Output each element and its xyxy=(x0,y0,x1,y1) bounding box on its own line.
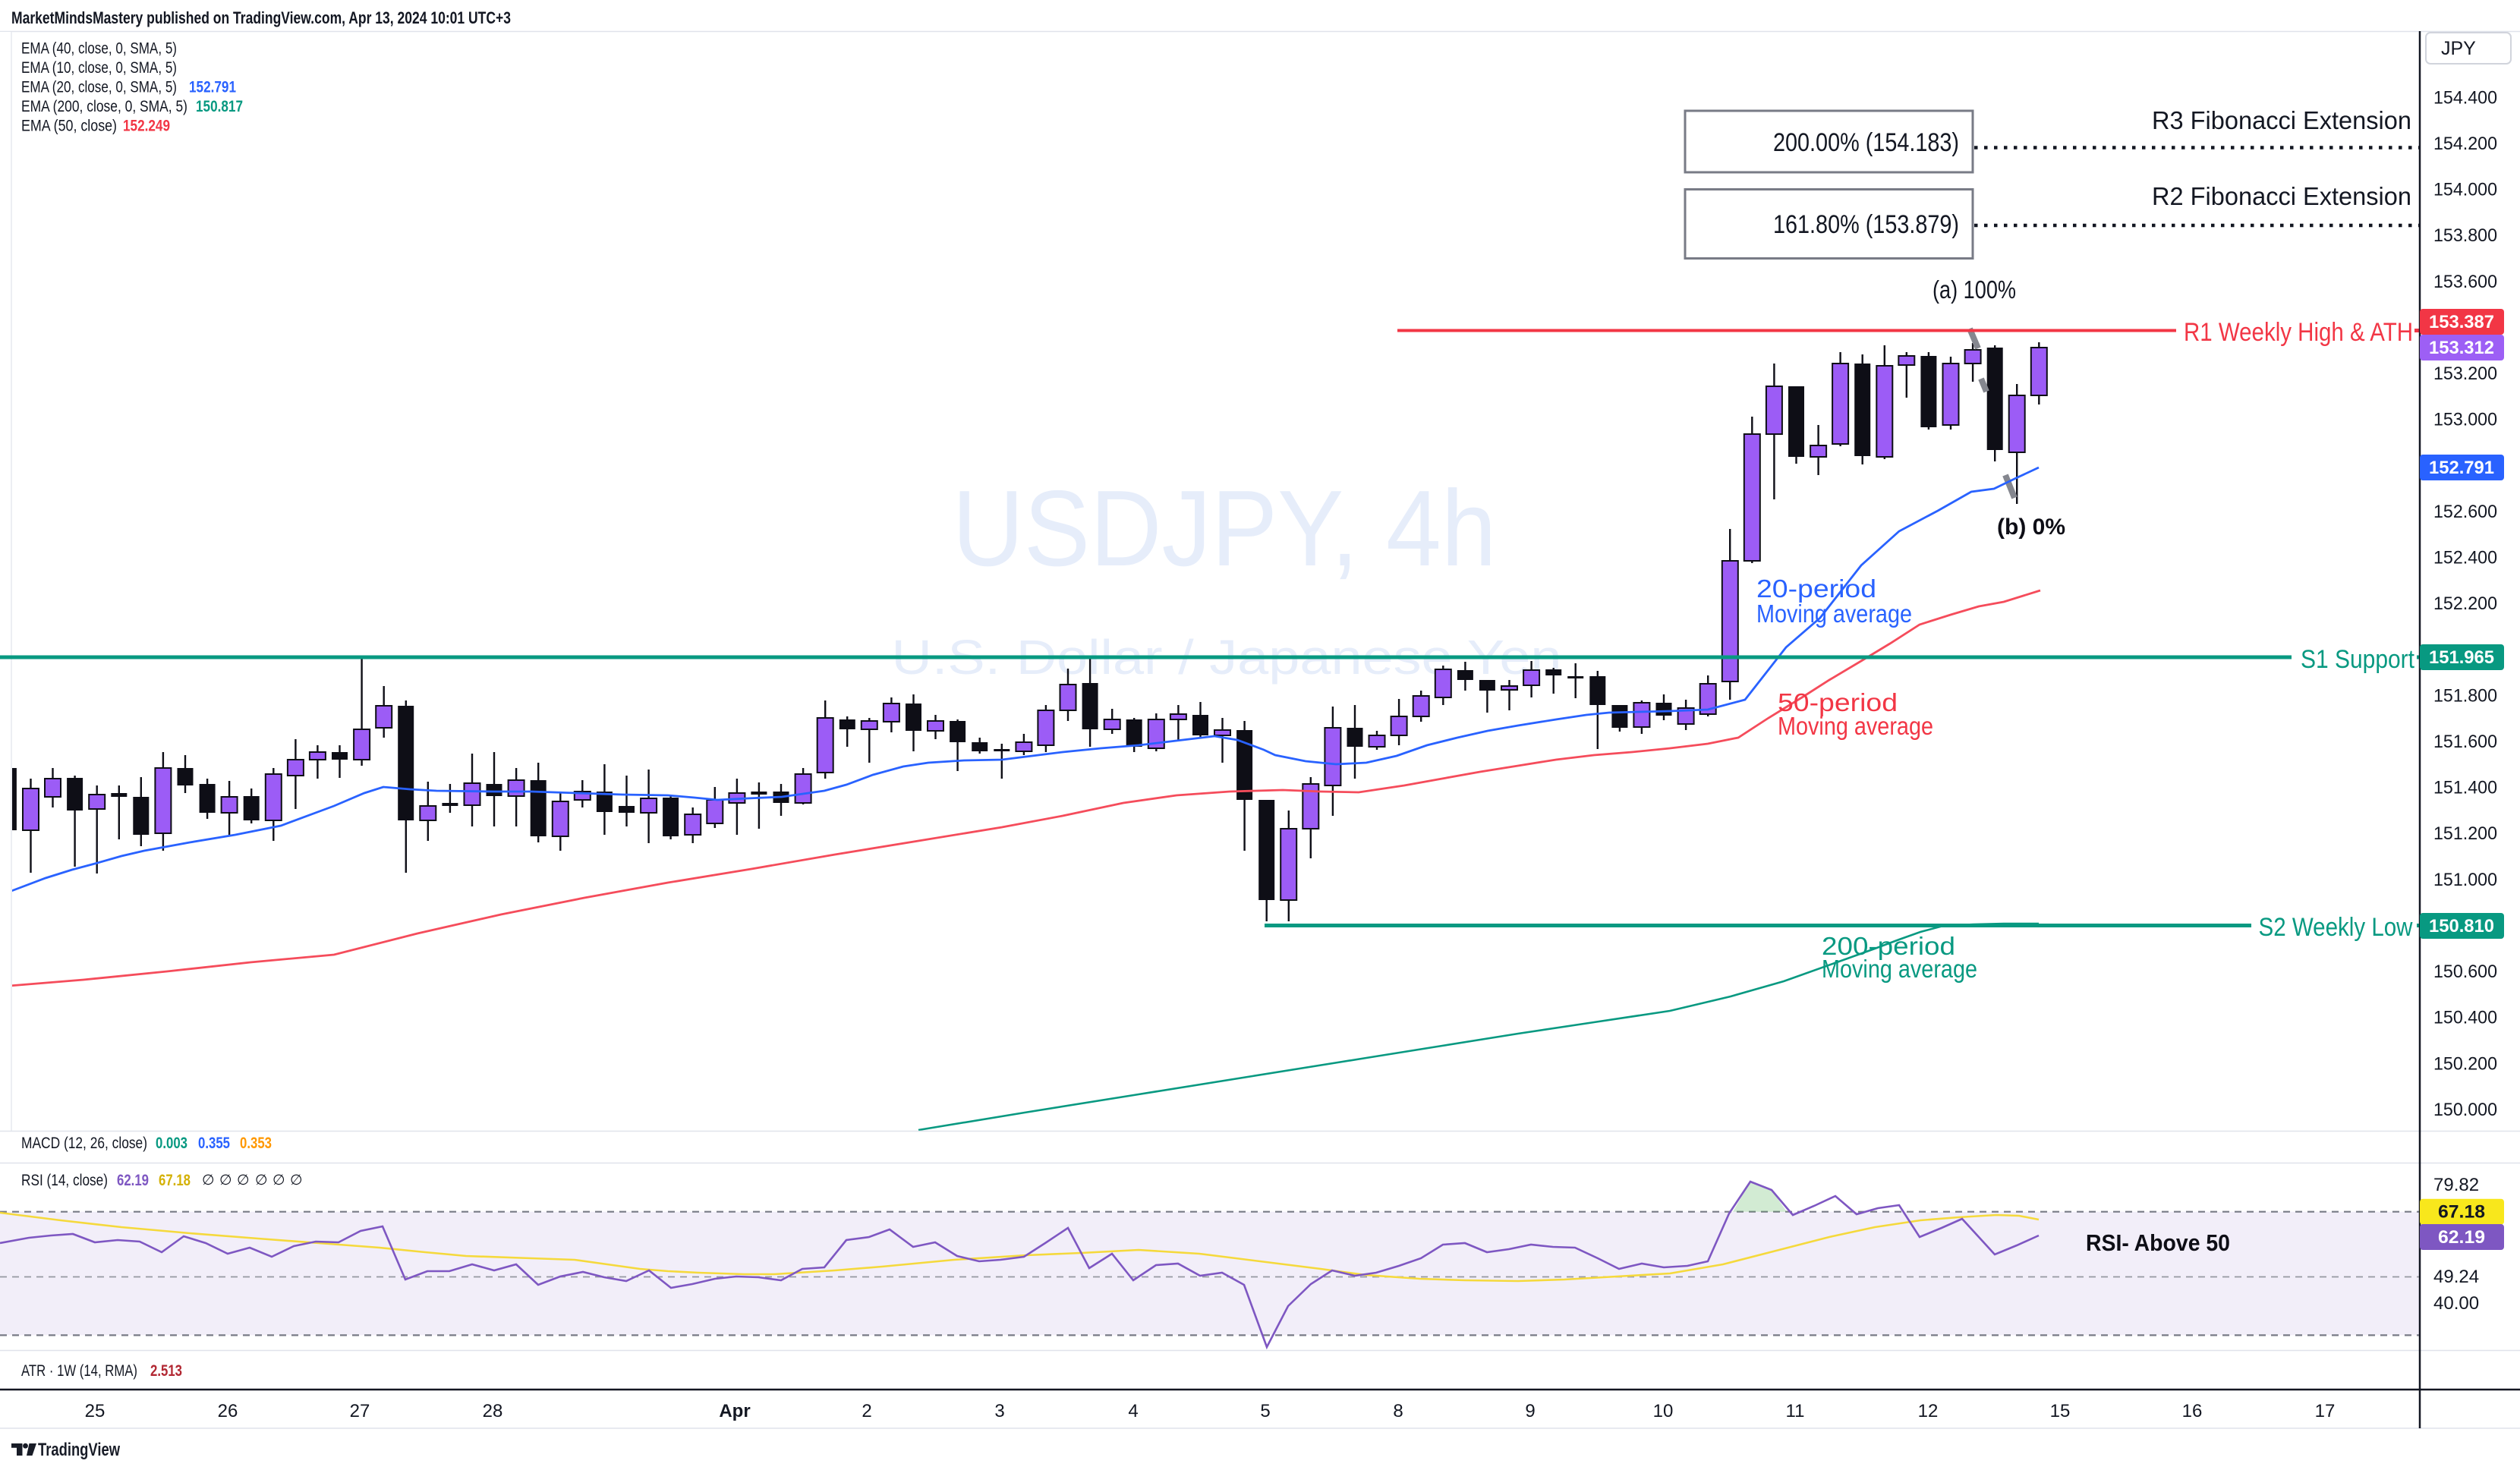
svg-text:S2 Weekly Low: S2 Weekly Low xyxy=(2259,913,2413,942)
svg-text:154.200: 154.200 xyxy=(2433,134,2497,154)
svg-text:(a) 100%: (a) 100% xyxy=(1933,275,2016,304)
svg-text:151.200: 151.200 xyxy=(2433,823,2497,844)
svg-text:3: 3 xyxy=(994,1401,1004,1421)
svg-text:16: 16 xyxy=(2182,1401,2203,1421)
svg-text:R2 Fibonacci Extension: R2 Fibonacci Extension xyxy=(2152,182,2411,210)
svg-text:RSI- Above 50: RSI- Above 50 xyxy=(2086,1229,2230,1256)
svg-text:153.312: 153.312 xyxy=(2429,338,2494,358)
svg-text:62.19: 62.19 xyxy=(117,1172,149,1189)
svg-text:12: 12 xyxy=(1918,1401,1939,1421)
svg-text:20-period: 20-period xyxy=(1756,574,1876,603)
svg-text:USDJPY, 4h: USDJPY, 4h xyxy=(953,468,1497,589)
svg-text:∅: ∅ xyxy=(290,1173,303,1188)
svg-text:Moving average: Moving average xyxy=(1756,600,1912,628)
svg-text:JPY: JPY xyxy=(2441,38,2476,59)
svg-text:153.600: 153.600 xyxy=(2433,272,2497,292)
svg-text:154.000: 154.000 xyxy=(2433,180,2497,200)
svg-text:150.000: 150.000 xyxy=(2433,1100,2497,1120)
svg-text:152.600: 152.600 xyxy=(2433,502,2497,522)
svg-text:TradingView: TradingView xyxy=(38,1440,120,1460)
svg-text:62.19: 62.19 xyxy=(2438,1227,2485,1248)
svg-text:S1 Support: S1 Support xyxy=(2301,645,2414,674)
svg-text:161.80% (153.879): 161.80% (153.879) xyxy=(1773,210,1959,239)
svg-text:200-period: 200-period xyxy=(1822,932,1955,960)
svg-text:MACD (12, 26, close): MACD (12, 26, close) xyxy=(21,1135,147,1152)
svg-text:17: 17 xyxy=(2315,1401,2336,1421)
svg-text:9: 9 xyxy=(1525,1401,1535,1421)
svg-text:EMA (50, close): EMA (50, close) xyxy=(21,118,117,135)
svg-text:EMA (40, close, 0, SMA, 5): EMA (40, close, 0, SMA, 5) xyxy=(21,39,177,57)
svg-text:26: 26 xyxy=(218,1401,238,1421)
svg-text:154.400: 154.400 xyxy=(2433,87,2497,108)
svg-text:0.003: 0.003 xyxy=(156,1135,187,1152)
svg-text:EMA (10, close, 0, SMA, 5): EMA (10, close, 0, SMA, 5) xyxy=(21,59,177,77)
svg-text:2: 2 xyxy=(862,1401,871,1421)
svg-text:EMA (20, close, 0, SMA, 5): EMA (20, close, 0, SMA, 5) xyxy=(21,79,177,96)
svg-text:151.600: 151.600 xyxy=(2433,732,2497,752)
svg-text:8: 8 xyxy=(1393,1401,1403,1421)
svg-text:151.965: 151.965 xyxy=(2429,647,2494,668)
svg-text:Moving average: Moving average xyxy=(1822,955,1977,983)
svg-text:153.387: 153.387 xyxy=(2429,312,2494,332)
svg-text:151.400: 151.400 xyxy=(2433,778,2497,798)
svg-text:R1 Weekly High & ATH: R1 Weekly High & ATH xyxy=(2184,318,2413,347)
svg-text:∅: ∅ xyxy=(255,1173,268,1188)
svg-text:200.00% (154.183): 200.00% (154.183) xyxy=(1773,128,1959,157)
svg-text:15: 15 xyxy=(2050,1401,2071,1421)
svg-text:Apr: Apr xyxy=(719,1401,750,1421)
svg-text:∅: ∅ xyxy=(272,1173,285,1188)
svg-text:150.817: 150.817 xyxy=(196,98,243,115)
svg-text:152.200: 152.200 xyxy=(2433,593,2497,614)
svg-text:67.18: 67.18 xyxy=(2438,1202,2485,1223)
svg-text:150.200: 150.200 xyxy=(2433,1053,2497,1074)
svg-text:EMA (200, close, 0, SMA, 5): EMA (200, close, 0, SMA, 5) xyxy=(21,98,187,115)
svg-text:151.800: 151.800 xyxy=(2433,685,2497,706)
svg-text:∅: ∅ xyxy=(202,1173,215,1188)
svg-text:152.400: 152.400 xyxy=(2433,548,2497,568)
svg-text:152.791: 152.791 xyxy=(2429,458,2494,478)
svg-text:4: 4 xyxy=(1128,1401,1138,1421)
svg-text:150.400: 150.400 xyxy=(2433,1008,2497,1028)
svg-text:153.200: 153.200 xyxy=(2433,364,2497,384)
svg-text:40.00: 40.00 xyxy=(2433,1293,2479,1314)
svg-text:50-period: 50-period xyxy=(1778,688,1898,716)
svg-text:∅: ∅ xyxy=(219,1173,232,1188)
svg-text:67.18: 67.18 xyxy=(159,1172,191,1189)
svg-text:(b) 0%: (b) 0% xyxy=(1997,515,2065,540)
svg-text:10: 10 xyxy=(1653,1401,1674,1421)
svg-text:79.82: 79.82 xyxy=(2433,1175,2479,1195)
svg-text:49.24: 49.24 xyxy=(2433,1267,2479,1287)
svg-text:11: 11 xyxy=(1786,1401,1805,1421)
svg-text:ATR · 1W (14, RMA): ATR · 1W (14, RMA) xyxy=(21,1362,137,1380)
svg-text:150.600: 150.600 xyxy=(2433,962,2497,982)
svg-text:MarketMindsMastery published o: MarketMindsMastery published on TradingV… xyxy=(11,8,511,27)
svg-text:∅: ∅ xyxy=(237,1173,250,1188)
svg-text:152.249: 152.249 xyxy=(123,118,170,135)
svg-text:150.810: 150.810 xyxy=(2429,916,2494,936)
svg-text:Moving average: Moving average xyxy=(1778,712,1933,740)
svg-text:0.355: 0.355 xyxy=(198,1135,230,1152)
svg-text:152.791: 152.791 xyxy=(189,79,236,96)
svg-text:28: 28 xyxy=(483,1401,503,1421)
svg-text:151.000: 151.000 xyxy=(2433,870,2497,890)
svg-text:153.000: 153.000 xyxy=(2433,410,2497,430)
svg-text:RSI (14, close): RSI (14, close) xyxy=(21,1172,108,1189)
svg-text:25: 25 xyxy=(85,1401,106,1421)
svg-text:153.800: 153.800 xyxy=(2433,225,2497,246)
svg-text:27: 27 xyxy=(350,1401,370,1421)
svg-text:5: 5 xyxy=(1260,1401,1270,1421)
svg-text:R3 Fibonacci Extension: R3 Fibonacci Extension xyxy=(2152,106,2411,134)
svg-text:0.353: 0.353 xyxy=(240,1135,272,1152)
svg-text:2.513: 2.513 xyxy=(150,1362,182,1380)
